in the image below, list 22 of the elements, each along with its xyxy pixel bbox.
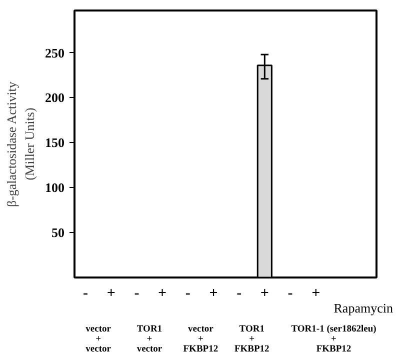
- x-tick-label: -: [83, 286, 88, 302]
- y-tick-label: 100: [45, 180, 64, 196]
- x-tick-label: +: [209, 286, 218, 302]
- x-tick-label: -: [288, 286, 293, 302]
- text: TOR1-1 (ser1862leu) + FKBP12: [291, 324, 376, 354]
- x-axis-title: Rapamycin: [334, 300, 394, 316]
- y-tick-label: 150: [45, 135, 64, 150]
- y-axis-title: β-galactosidase Activity (Miller Units): [4, 81, 37, 208]
- x-tick-label: +: [106, 286, 116, 302]
- x-tick-label: +: [158, 286, 167, 302]
- y-tick-label: 200: [45, 90, 64, 106]
- x-tick-label: -: [236, 286, 242, 302]
- text: TOR1 + FKBP12: [234, 324, 270, 354]
- y-tick-label: 50: [52, 225, 64, 240]
- text: vector + FKBP12: [183, 324, 218, 354]
- y-tick-label: 250: [45, 45, 64, 60]
- x-tick-label: +: [260, 286, 269, 302]
- text: vector + vector: [86, 324, 112, 354]
- text: TOR1 + vector: [136, 324, 163, 354]
- x-tick-label: +: [312, 286, 320, 302]
- x-tick-label: -: [134, 286, 140, 302]
- x-tick-label: -: [185, 286, 190, 302]
